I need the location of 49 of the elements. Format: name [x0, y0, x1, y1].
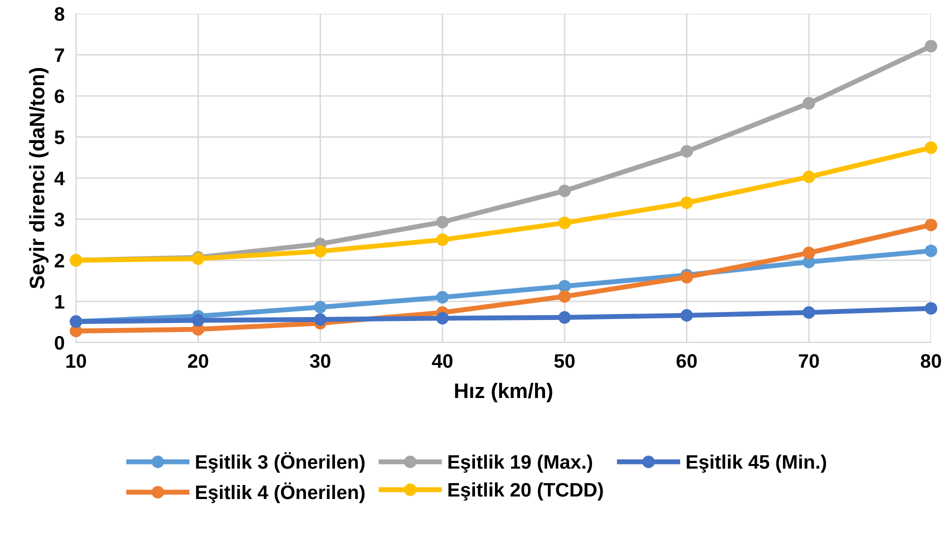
point: [558, 216, 571, 230]
x-tick-label: 40: [432, 354, 452, 368]
legend-label: Eşitlik 3 (Önerilen): [196, 452, 365, 473]
point: [924, 302, 938, 315]
y-tick-label: 2: [54, 254, 64, 268]
point: [558, 280, 571, 292]
point: [558, 290, 571, 303]
x-tick-label: 10: [66, 354, 86, 368]
point: [802, 170, 816, 184]
y-tick-label: 5: [54, 130, 64, 144]
point: [558, 311, 571, 324]
point: [558, 184, 571, 198]
x-tick-label: 60: [676, 354, 697, 368]
x-tick-label: 80: [920, 354, 942, 368]
point: [924, 244, 938, 258]
x-tick-label: 20: [188, 354, 208, 368]
point: [680, 309, 693, 322]
legend-label: Eşitlik 20 (TCDD): [448, 482, 603, 501]
point: [924, 141, 938, 154]
y-tick-label: 6: [54, 89, 64, 104]
point: [314, 245, 327, 258]
point: [802, 97, 816, 110]
point: [802, 246, 816, 260]
x-tick-label: 70: [798, 354, 819, 368]
point: [436, 312, 449, 324]
point: [680, 145, 693, 158]
y-tick-label: 1: [55, 295, 64, 308]
point: [436, 234, 449, 246]
y-tick-label: 0: [54, 336, 64, 350]
x-axis-title: Hız (km/h): [455, 382, 552, 402]
point: [314, 313, 327, 326]
point: [436, 216, 449, 228]
x-tick-label: 50: [554, 354, 575, 368]
y-tick-label: 8: [54, 7, 64, 21]
y-tick-label: 7: [54, 48, 64, 62]
y-axis-title: Seyir direnci (daN/ton): [29, 68, 49, 289]
legend-label: Eşitlik 45 (Min.): [686, 454, 826, 473]
point: [924, 218, 938, 232]
point: [436, 291, 449, 304]
y-tick-label: 4: [54, 172, 65, 186]
x-tick-label: 30: [310, 354, 330, 368]
point: [192, 314, 204, 327]
legend-label: Eşitlik 4 (Önerilen): [196, 482, 365, 504]
point: [802, 306, 816, 319]
legend-label: Eşitlik 19 (Max.): [448, 454, 592, 473]
point: [314, 300, 327, 314]
point: [680, 196, 693, 210]
y-tick-label: 3: [54, 212, 64, 226]
point: [924, 40, 938, 52]
